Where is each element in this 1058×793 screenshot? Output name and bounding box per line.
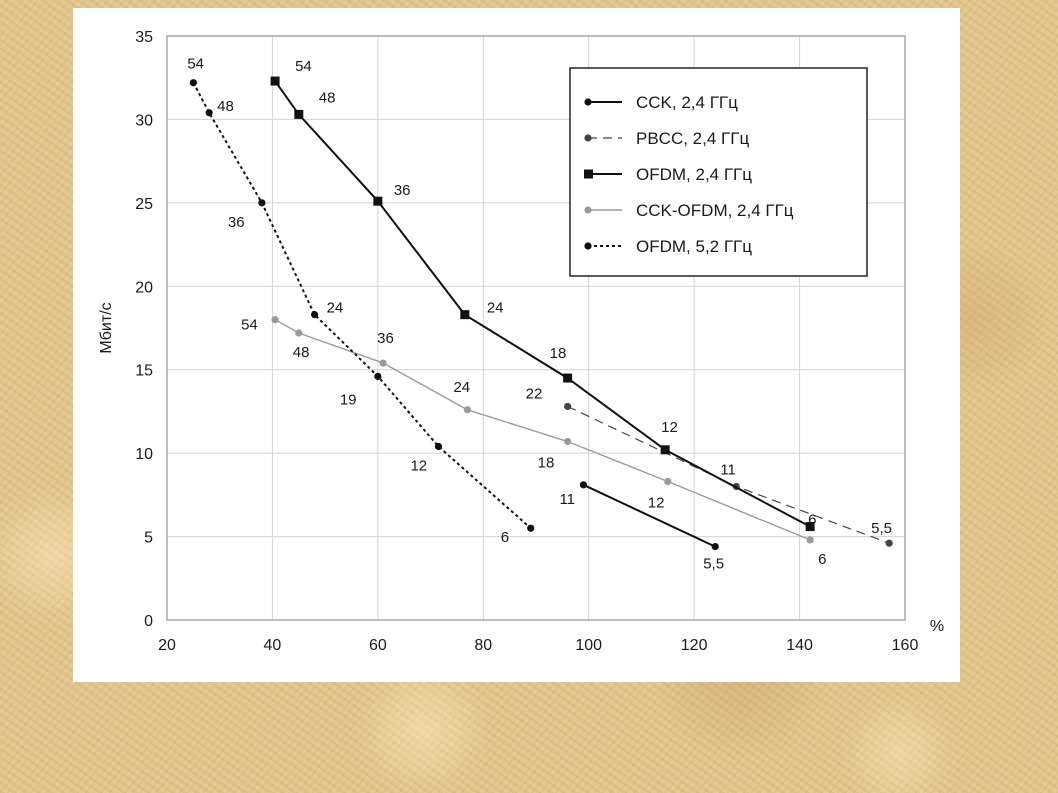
- series-line: [192, 82, 532, 529]
- data-point: [660, 445, 670, 455]
- legend-entry: CCK-OFDM, 2,4 ГГц: [584, 201, 794, 220]
- axes: 20 40 60 80 100 120 140 160 0 5 10 15 20 25 30 35: [135, 29, 918, 654]
- data-label: 11: [720, 462, 736, 479]
- data-label: 22: [526, 385, 543, 402]
- x-tick-label: 40: [264, 637, 282, 654]
- y-tick-label: 15: [135, 363, 153, 380]
- legend-marker: [584, 169, 593, 179]
- data-label: 18: [550, 345, 567, 362]
- data-label: 12: [661, 419, 678, 436]
- legend-entry: OFDM, 2,4 ГГц: [584, 165, 752, 184]
- y-tick-label: 20: [135, 279, 153, 296]
- data-point: [563, 373, 573, 383]
- data-label: 12: [648, 495, 665, 512]
- data-label: 36: [228, 214, 245, 231]
- x-tick-label: 60: [369, 637, 387, 654]
- data-label: 36: [394, 182, 411, 199]
- y-axis-label: Мбит/с: [98, 302, 115, 353]
- data-label: 24: [453, 379, 470, 396]
- legend-marker: [584, 134, 592, 142]
- data-point: [564, 437, 572, 446]
- x-tick-label: 140: [786, 637, 813, 654]
- x-tick-label: 20: [158, 637, 176, 654]
- y-tick-label: 5: [144, 530, 153, 547]
- data-point: [885, 539, 893, 547]
- data-label: 48: [293, 344, 310, 361]
- y-tick-label: 35: [135, 29, 153, 46]
- data-point: [664, 477, 672, 486]
- legend-label: OFDM, 5,2 ГГц: [636, 237, 752, 256]
- data-label: 18: [538, 454, 555, 471]
- x-tick-label: 160: [892, 637, 919, 654]
- legend-label: CCK, 2,4 ГГц: [636, 93, 738, 112]
- data-point: [258, 199, 266, 207]
- data-point: [205, 109, 213, 117]
- plot-frame: [166, 35, 906, 621]
- legend-marker: [584, 206, 592, 214]
- legend-entry: PBCC, 2,4 ГГц: [584, 129, 749, 148]
- data-point: [527, 524, 535, 532]
- data-label: 24: [327, 300, 344, 317]
- data-label: 6: [808, 512, 816, 529]
- legend-marker: [584, 98, 592, 106]
- data-point: [271, 316, 279, 324]
- data-point: [805, 522, 815, 532]
- data-point: [564, 402, 572, 411]
- legend-label: PBCC, 2,4 ГГц: [636, 129, 749, 148]
- data-point: [806, 536, 814, 544]
- data-label: 54: [295, 58, 312, 75]
- data-label: 12: [410, 457, 427, 474]
- data-label: 6: [501, 529, 509, 546]
- y-tick-label: 10: [135, 446, 153, 463]
- data-point: [463, 406, 472, 414]
- data-label: 5,5: [703, 556, 724, 573]
- y-tick-label: 25: [135, 196, 153, 213]
- data-point: [374, 372, 382, 380]
- data-label: 54: [187, 56, 204, 73]
- legend-entry: OFDM, 5,2 ГГц: [584, 237, 752, 256]
- chart-panel: 20 40 60 80 100 120 140 160 0 5 10 15 20 25 30 35 11 5,5…: [73, 8, 960, 682]
- data-label: 48: [319, 89, 336, 106]
- data-point: [711, 542, 719, 551]
- x-tick-label: 100: [575, 637, 602, 654]
- legend-label: OFDM, 2,4 ГГц: [636, 165, 752, 184]
- series-layer: [189, 76, 893, 551]
- series-line: [582, 483, 716, 548]
- data-label: 11: [559, 491, 575, 508]
- data-point: [311, 311, 319, 319]
- x-tick-label: 80: [474, 637, 492, 654]
- x-tick-label: 120: [681, 637, 708, 654]
- data-point: [434, 442, 443, 451]
- data-label: 19: [340, 391, 357, 408]
- legend-marker: [584, 242, 592, 250]
- data-point: [295, 329, 303, 337]
- data-label: 48: [217, 98, 234, 115]
- legend-label: CCK-OFDM, 2,4 ГГц: [636, 201, 794, 220]
- data-label: 5,5: [871, 520, 892, 537]
- data-label: 24: [487, 300, 504, 317]
- data-label: 6: [818, 551, 826, 568]
- point-labels: 11 5,5 22 11 5,5 54 48 36 24 18 12 6 54 48 36 24 18 12 6 54…: [187, 56, 892, 573]
- data-point: [460, 310, 470, 320]
- data-point: [379, 359, 387, 367]
- data-point: [294, 109, 304, 119]
- series-line: [274, 319, 811, 541]
- legend: CCK, 2,4 ГГц PBCC, 2,4 ГГц OFDM, 2,4 ГГц CC…: [569, 67, 868, 277]
- data-point: [373, 196, 383, 206]
- data-label: 54: [241, 317, 258, 334]
- data-point: [579, 481, 588, 489]
- legend-entry: CCK, 2,4 ГГц: [584, 93, 738, 112]
- data-label: 36: [377, 330, 394, 347]
- y-tick-label: 0: [144, 613, 153, 630]
- line-chart: 20 40 60 80 100 120 140 160 0 5 10 15 20 25 30 35 11 5,5…: [98, 29, 944, 654]
- y-tick-label: 30: [135, 112, 153, 129]
- data-point: [270, 76, 280, 86]
- x-axis-label: %: [930, 618, 944, 635]
- data-point: [189, 79, 197, 87]
